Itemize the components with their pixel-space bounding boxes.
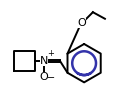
Text: +: +: [48, 49, 54, 58]
Text: −: −: [47, 73, 56, 83]
Text: N: N: [40, 56, 48, 66]
Text: O: O: [77, 18, 86, 28]
Text: O: O: [40, 72, 48, 82]
